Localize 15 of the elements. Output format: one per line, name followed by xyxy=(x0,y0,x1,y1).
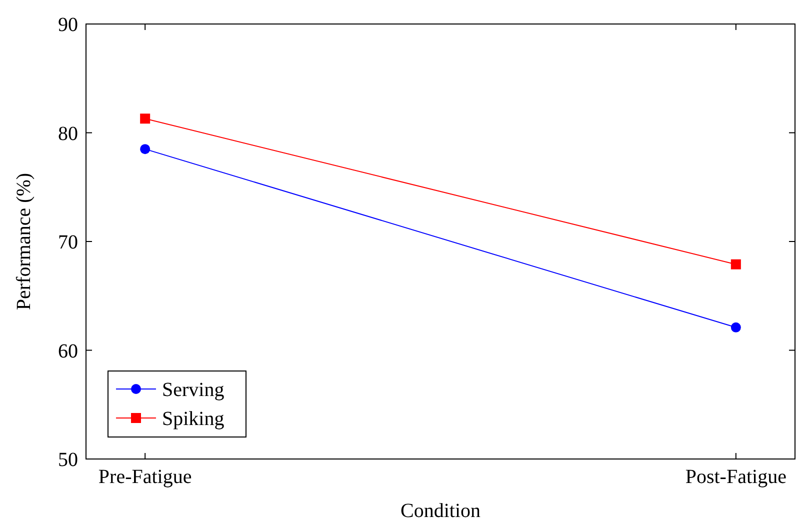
y-tick-label: 70 xyxy=(58,232,78,254)
point xyxy=(140,114,150,124)
x-tick-label: Post-Fatigue xyxy=(685,466,787,488)
y-tick-label: 80 xyxy=(58,122,78,145)
y-axis-title: Performance (%) xyxy=(13,172,35,310)
x-axis-title: Condition xyxy=(400,500,481,522)
y-tick-label: 50 xyxy=(58,449,78,471)
x-tick-label: Pre-Fatigue xyxy=(98,466,192,488)
point xyxy=(730,322,741,332)
y-tick-label: 90 xyxy=(58,14,78,36)
point xyxy=(140,144,150,154)
legend-label: Spiking xyxy=(162,408,224,430)
legend-label: Serving xyxy=(162,379,224,401)
point xyxy=(730,259,741,270)
y-tick-label: 60 xyxy=(58,340,78,362)
